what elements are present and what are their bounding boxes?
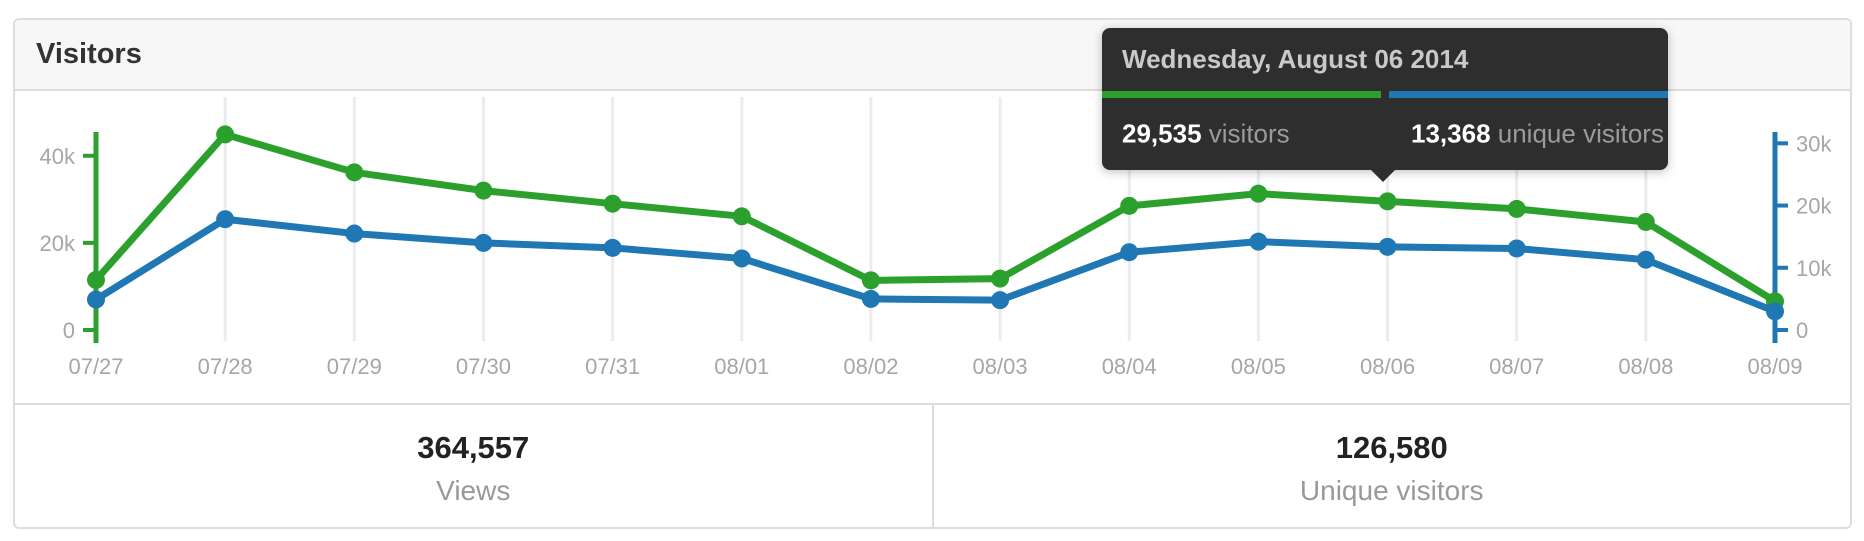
point-unique-visitors-07/30[interactable] xyxy=(474,233,493,252)
tooltip-date: Wednesday, August 06 2014 xyxy=(1122,44,1469,74)
x-tick-label: 07/27 xyxy=(68,354,123,379)
point-unique-visitors-08/03[interactable] xyxy=(991,291,1010,310)
point-unique-visitors-08/09[interactable] xyxy=(1766,302,1784,321)
point-unique-visitors-08/07[interactable] xyxy=(1507,239,1526,258)
point-visitors-08/08[interactable] xyxy=(1636,212,1655,231)
point-visitors-07/31[interactable] xyxy=(603,194,622,213)
tooltip-views: 29,535 visitors xyxy=(1122,119,1290,150)
panel-footer: 364,557 Views 126,580 Unique visitors xyxy=(15,403,1850,527)
x-tick-label: 07/31 xyxy=(585,354,640,379)
left-axis-tick-label: 40k xyxy=(40,144,76,169)
right-axis-tick-label: 30k xyxy=(1796,131,1832,156)
point-visitors-08/01[interactable] xyxy=(732,207,751,226)
right-axis-tick-label: 20k xyxy=(1796,194,1832,219)
series-line-visitors xyxy=(92,130,1779,305)
x-tick-label: 07/28 xyxy=(198,354,253,379)
tooltip-views-label: visitors xyxy=(1208,118,1290,149)
point-unique-visitors-08/02[interactable] xyxy=(861,289,880,308)
x-tick-label: 08/04 xyxy=(1102,354,1157,379)
x-tick-label: 08/08 xyxy=(1618,354,1673,379)
point-visitors-07/28[interactable] xyxy=(216,125,235,144)
panel-title: Visitors xyxy=(36,38,142,70)
x-tick-label: 08/01 xyxy=(714,354,769,379)
point-unique-visitors-07/29[interactable] xyxy=(345,224,364,243)
x-tick-label: 08/02 xyxy=(843,354,898,379)
left-axis-tick-label: 20k xyxy=(40,231,76,256)
summary-views-label: Views xyxy=(436,475,511,507)
summary-views-value: 364,557 xyxy=(417,430,530,465)
tooltip-unique-value: 13,368 xyxy=(1411,118,1491,149)
series-line-unique-visitors xyxy=(92,215,1779,315)
left-axis-tick-label: 0 xyxy=(63,318,75,343)
point-unique-visitors-08/08[interactable] xyxy=(1636,250,1655,269)
tooltip-pointer xyxy=(1371,170,1395,182)
right-axis-tick-label: 0 xyxy=(1796,318,1808,343)
summary-unique-label: Unique visitors xyxy=(1299,475,1484,507)
point-visitors-08/04[interactable] xyxy=(1120,196,1139,215)
tooltip-views-value: 29,535 xyxy=(1122,118,1202,149)
point-unique-visitors-08/05[interactable] xyxy=(1249,232,1268,251)
x-tick-label: 08/06 xyxy=(1360,354,1415,379)
point-unique-visitors-08/04[interactable] xyxy=(1120,243,1139,262)
x-tick-label: 08/03 xyxy=(973,354,1028,379)
point-visitors-08/02[interactable] xyxy=(861,271,880,290)
point-unique-visitors-07/27[interactable] xyxy=(87,290,105,309)
tooltip: Wednesday, August 06 2014 29,535 visitor… xyxy=(1102,28,1668,182)
tooltip-unique: 13,368 unique visitors xyxy=(1411,119,1664,150)
summary-views-cell: 364,557 Views xyxy=(15,405,932,527)
point-unique-visitors-07/28[interactable] xyxy=(216,210,235,229)
tooltip-views-bar xyxy=(1102,91,1381,98)
summary-unique-value: 126,580 xyxy=(1335,430,1448,465)
point-visitors-08/03[interactable] xyxy=(991,269,1010,288)
point-visitors-08/07[interactable] xyxy=(1507,199,1526,218)
x-tick-label: 07/30 xyxy=(456,354,511,379)
point-visitors-07/30[interactable] xyxy=(474,181,493,200)
point-visitors-08/06[interactable] xyxy=(1378,192,1397,211)
point-visitors-07/29[interactable] xyxy=(345,163,364,182)
tooltip-bar-gap xyxy=(1381,91,1389,98)
point-unique-visitors-08/01[interactable] xyxy=(732,249,751,268)
x-tick-label: 08/05 xyxy=(1231,354,1286,379)
tooltip-unique-label: unique visitors xyxy=(1497,118,1664,149)
point-unique-visitors-07/31[interactable] xyxy=(603,238,622,257)
summary-unique-cell: 126,580 Unique visitors xyxy=(931,405,1851,527)
point-visitors-07/27[interactable] xyxy=(87,270,105,289)
tooltip-divider xyxy=(1102,91,1668,98)
x-tick-label: 08/09 xyxy=(1747,354,1802,379)
tooltip-values: 29,535 visitors 13,368 unique visitors xyxy=(1102,98,1668,170)
point-visitors-08/05[interactable] xyxy=(1249,184,1268,203)
point-unique-visitors-08/06[interactable] xyxy=(1378,237,1397,256)
right-axis-tick-label: 10k xyxy=(1796,256,1832,281)
x-tick-label: 07/29 xyxy=(327,354,382,379)
x-tick-label: 08/07 xyxy=(1489,354,1544,379)
tooltip-unique-bar xyxy=(1389,91,1668,98)
